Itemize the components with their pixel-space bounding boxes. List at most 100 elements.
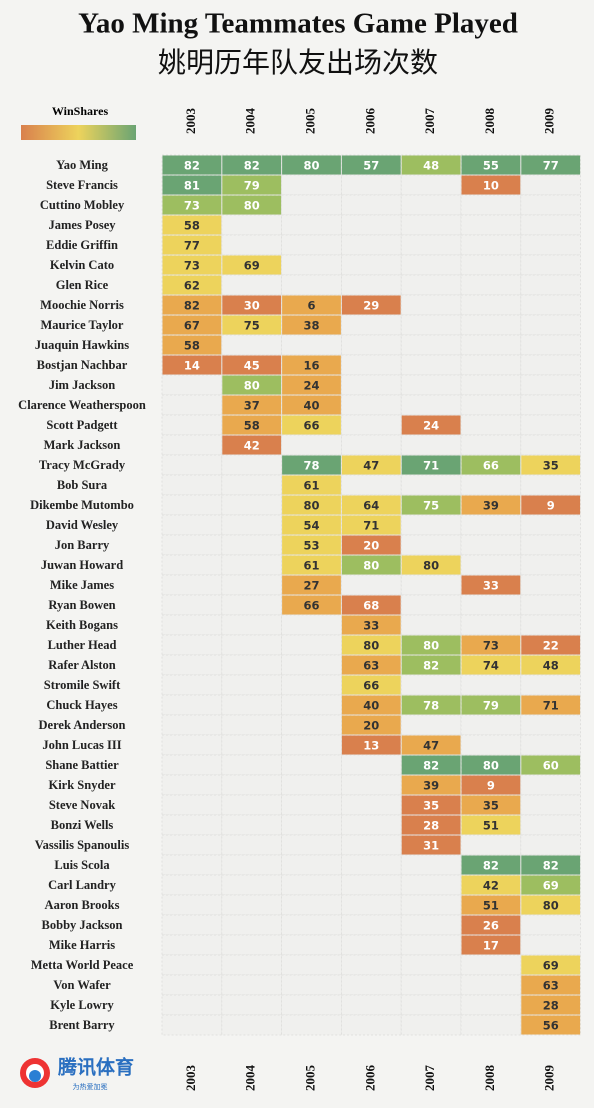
empty-cell: [221, 734, 283, 756]
empty-cell: [400, 994, 462, 1016]
empty-cell: [400, 614, 462, 636]
empty-cell: [520, 674, 581, 696]
empty-cell: [520, 594, 581, 616]
cell-value: 6: [307, 299, 315, 313]
cell-value: 61: [303, 559, 319, 573]
cell-value: 58: [184, 219, 200, 233]
cell-value: 66: [483, 459, 499, 473]
empty-cell: [281, 774, 342, 796]
empty-cell: [400, 334, 462, 356]
empty-cell: [520, 274, 581, 296]
empty-cell: [221, 534, 283, 556]
y-tick-label: Carl Landry: [48, 878, 116, 892]
cell: [461, 655, 521, 675]
empty-cell: [340, 834, 402, 856]
y-tick-label: Steve Francis: [46, 178, 118, 192]
empty-cell: [161, 554, 223, 576]
cell-value: 16: [303, 359, 319, 373]
empty-cell: [520, 914, 581, 936]
empty-cell: [161, 594, 223, 616]
cell-value: 45: [244, 359, 260, 373]
empty-cell: [281, 654, 342, 676]
cell-value: 66: [363, 679, 379, 693]
empty-cell: [161, 714, 223, 736]
empty-cell: [340, 474, 402, 496]
empty-cell: [340, 1014, 402, 1036]
cell-value: 82: [543, 859, 559, 873]
empty-cell: [281, 614, 342, 636]
cell: [162, 335, 222, 355]
cell-value: 80: [483, 759, 499, 773]
cell-value: 47: [363, 459, 379, 473]
cell: [401, 815, 461, 835]
cell-value: 35: [423, 799, 439, 813]
cell: [282, 295, 341, 315]
empty-cell: [400, 514, 462, 536]
cell-value: 30: [244, 299, 260, 313]
empty-cell: [460, 194, 522, 216]
empty-cell: [161, 854, 223, 876]
cell-value: 13: [363, 739, 379, 753]
empty-cell: [520, 474, 581, 496]
y-tick-label: Luis Scola: [54, 858, 110, 872]
cell-value: 69: [543, 959, 559, 973]
cell: [282, 315, 341, 335]
cell: [162, 295, 222, 315]
cell: [282, 155, 341, 175]
cell-value: 24: [423, 419, 439, 433]
empty-cell: [460, 334, 522, 356]
cell: [162, 355, 222, 375]
cell: [222, 295, 282, 315]
cell-value: 80: [363, 559, 379, 573]
y-tick-label: Cuttino Mobley: [40, 198, 125, 212]
cell: [341, 695, 401, 715]
x-tick-label: 2008: [482, 108, 497, 135]
cell-value: 26: [483, 919, 499, 933]
empty-cell: [460, 434, 522, 456]
cell-value: 28: [543, 999, 559, 1013]
cell: [341, 495, 401, 515]
y-tick-label: Bostjan Nachbar: [37, 358, 128, 372]
cell-value: 64: [363, 499, 379, 513]
cell: [461, 495, 521, 515]
cell-value: 82: [244, 159, 260, 173]
empty-cell: [340, 434, 402, 456]
empty-cell: [340, 814, 402, 836]
y-tick-label: Jim Jackson: [49, 378, 115, 392]
empty-cell: [400, 894, 462, 916]
cell: [341, 535, 401, 555]
empty-cell: [400, 674, 462, 696]
empty-cell: [460, 614, 522, 636]
empty-cell: [221, 994, 283, 1016]
cell: [521, 655, 581, 675]
cell-value: 74: [483, 659, 499, 673]
y-tick-label: Derek Anderson: [39, 718, 126, 732]
cell: [401, 495, 461, 515]
cell: [521, 895, 581, 915]
empty-cell: [340, 334, 402, 356]
cell: [162, 255, 222, 275]
cell: [401, 795, 461, 815]
empty-cell: [161, 534, 223, 556]
cell-value: 29: [363, 299, 379, 313]
cell: [222, 415, 282, 435]
empty-cell: [221, 234, 283, 256]
cell: [401, 455, 461, 475]
y-tick-label: Kyle Lowry: [50, 998, 114, 1012]
empty-cell: [161, 774, 223, 796]
empty-cell: [400, 394, 462, 416]
cell: [461, 755, 521, 775]
cell-value: 80: [423, 639, 439, 653]
empty-cell: [281, 914, 342, 936]
empty-cell: [520, 334, 581, 356]
empty-cell: [221, 514, 283, 536]
cell-value: 38: [303, 319, 319, 333]
cell: [521, 995, 581, 1015]
empty-cell: [520, 314, 581, 336]
empty-cell: [400, 214, 462, 236]
cell: [461, 795, 521, 815]
empty-cell: [281, 214, 342, 236]
empty-cell: [161, 434, 223, 456]
empty-cell: [221, 794, 283, 816]
cell-value: 53: [303, 539, 319, 553]
